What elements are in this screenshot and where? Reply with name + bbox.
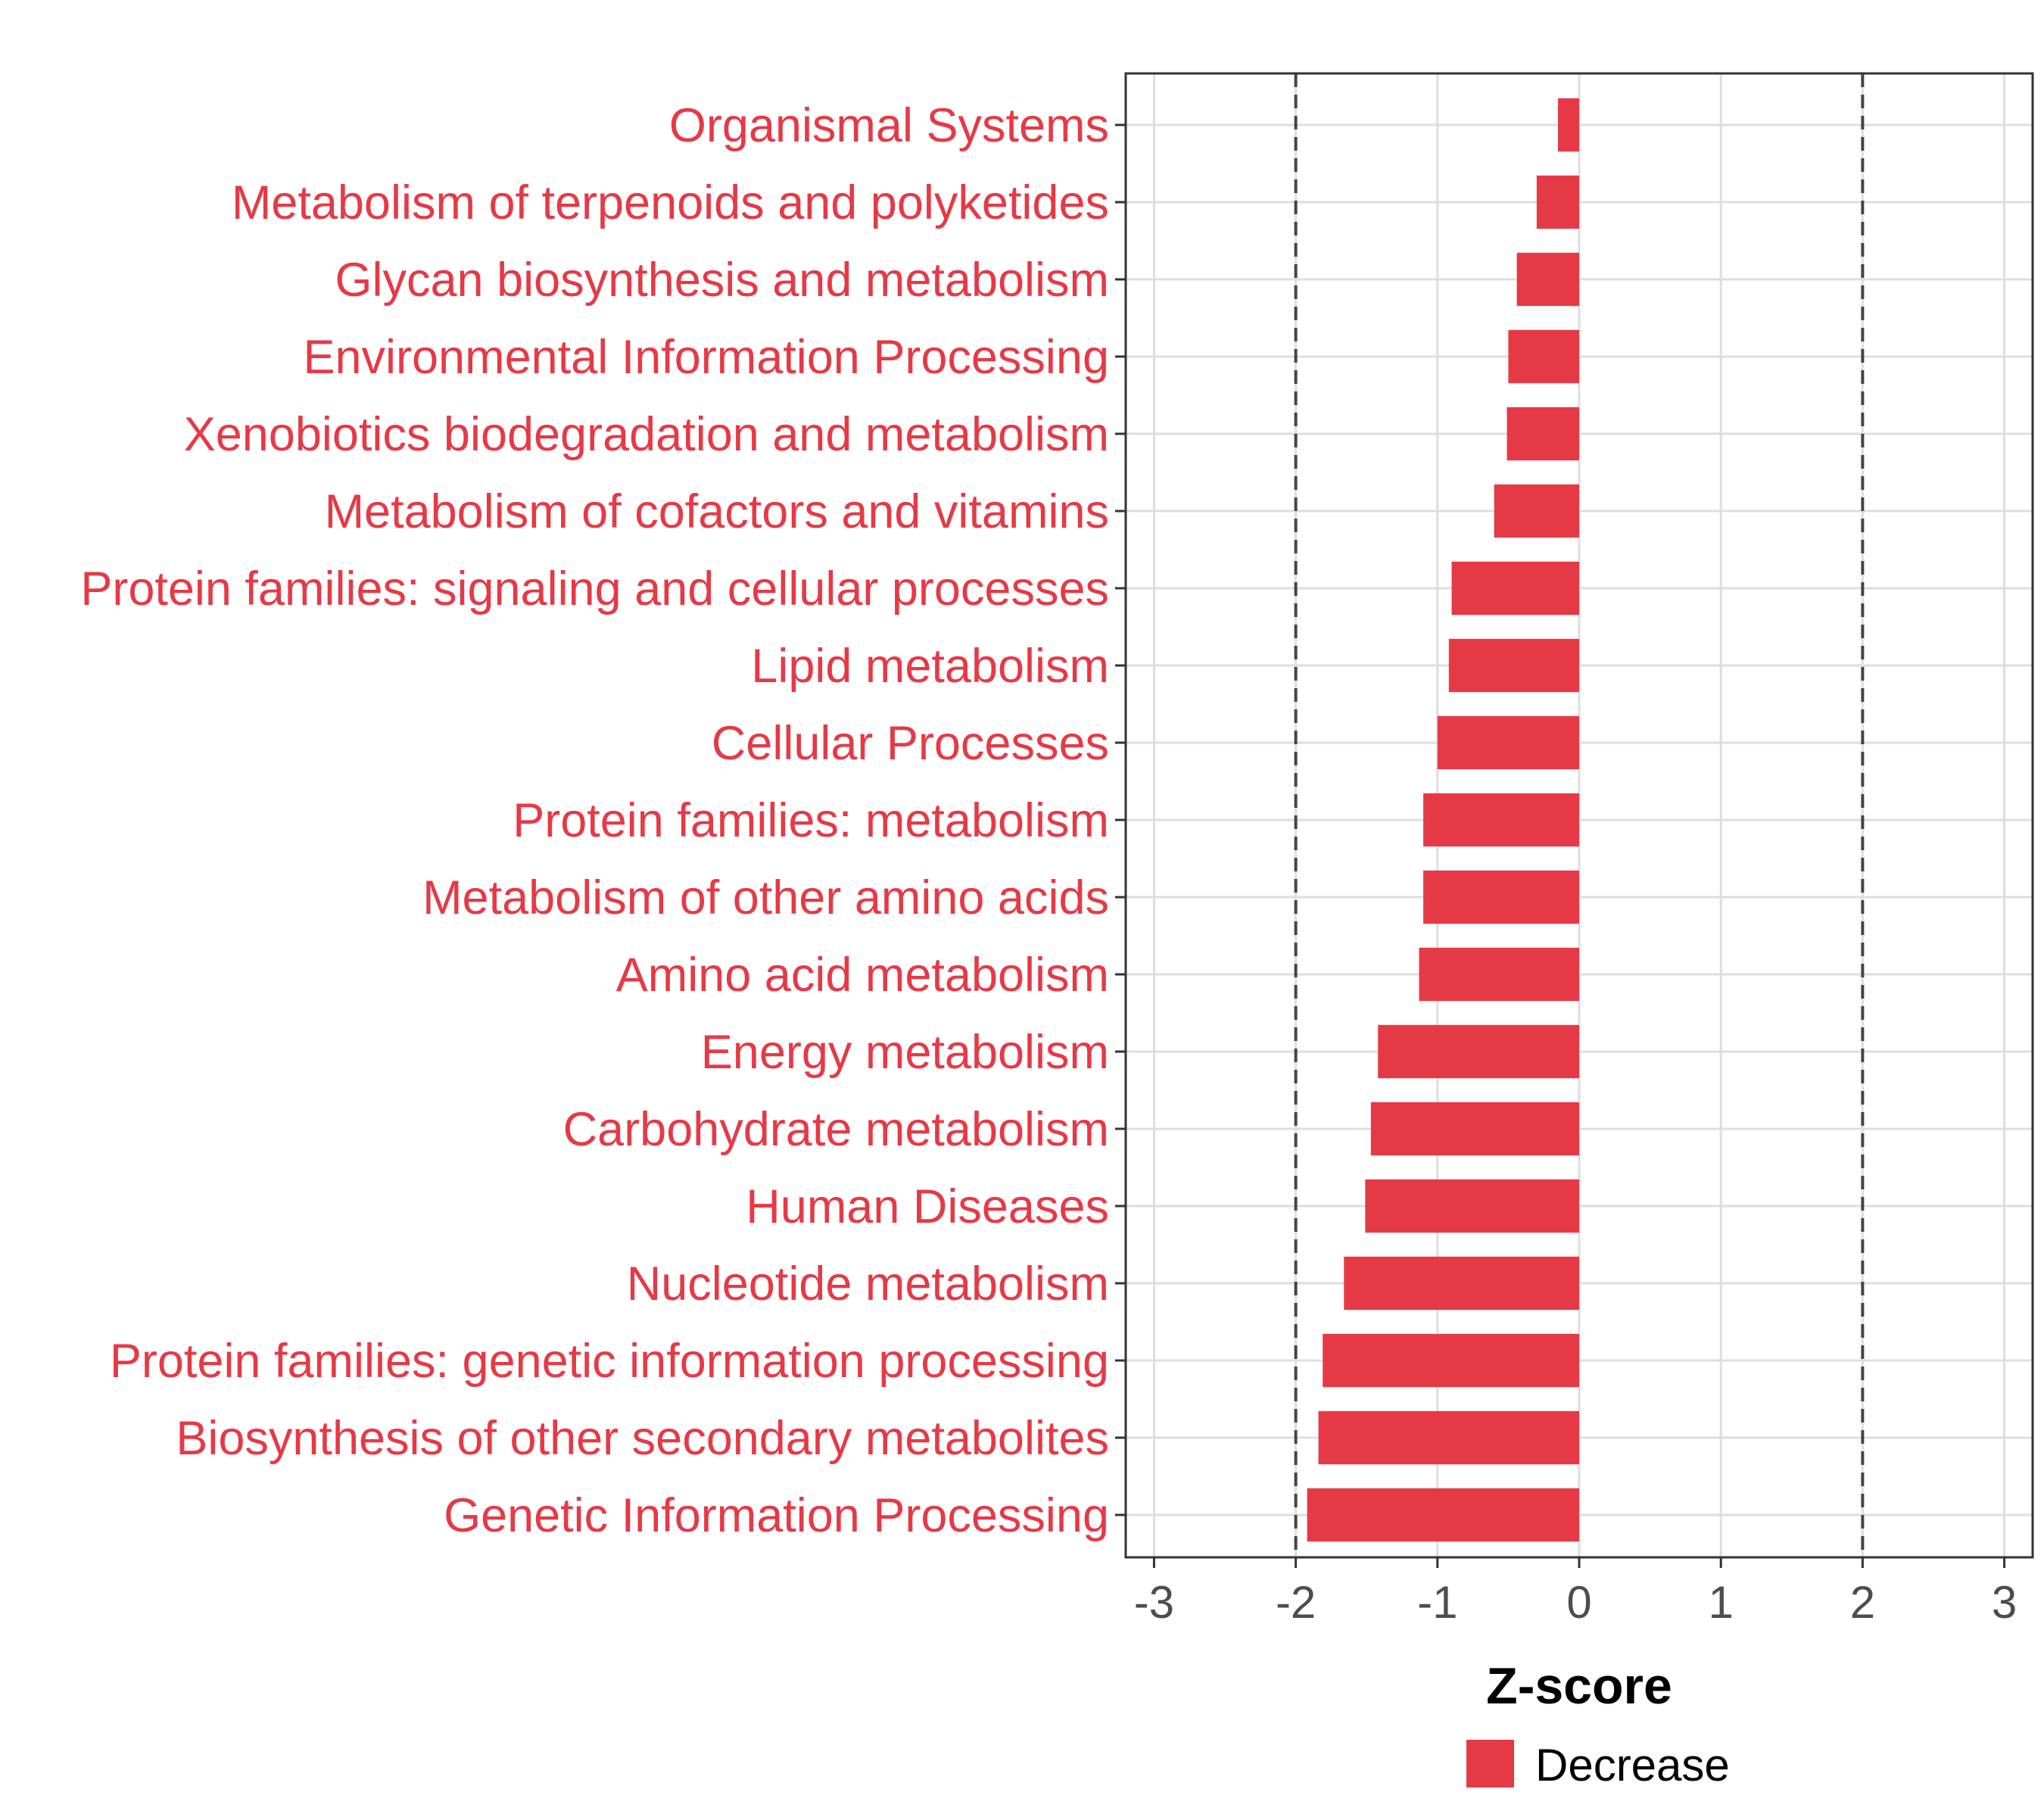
bar [1419,947,1579,1002]
x-tick-label: 0 [1566,1577,1591,1628]
category-label: Energy metabolism [701,1026,1109,1079]
reference-lines [1294,73,1865,1557]
bar [1437,715,1579,770]
x-tick-label: -2 [1276,1577,1316,1628]
category-label: Metabolism of other amino acids [422,871,1109,924]
bar [1378,1024,1579,1079]
bar [1365,1179,1579,1233]
category-label: Protein families: signaling and cellular… [80,563,1109,616]
bar [1507,407,1579,461]
bar [1370,1102,1579,1156]
bar [1344,1256,1579,1311]
category-label: Cellular Processes [712,717,1109,770]
category-label: Biosynthesis of other secondary metaboli… [176,1412,1109,1465]
x-tick-label: 1 [1709,1577,1734,1628]
legend: Decrease [1466,1740,1730,1791]
bar [1494,484,1579,538]
legend-label: Decrease [1535,1740,1730,1791]
x-tick-label: -1 [1417,1577,1457,1628]
bar [1423,793,1579,847]
category-label: Carbohydrate metabolism [563,1103,1109,1156]
bar [1508,329,1579,384]
category-label: Protein families: genetic information pr… [110,1335,1109,1388]
x-tick-label: 3 [1992,1577,2017,1628]
category-label: Genetic Information Processing [444,1489,1109,1542]
category-label: Xenobiotics biodegradation and metabolis… [184,408,1109,461]
bars [1307,98,1579,1542]
category-label: Organismal Systems [669,99,1109,152]
category-label: Metabolism of cofactors and vitamins [325,485,1109,538]
x-tick-label: 2 [1850,1577,1875,1628]
bar [1307,1488,1579,1542]
bar [1318,1410,1579,1465]
category-labels: Organismal Systems Metabolism of terpenoi… [80,99,1126,1542]
category-label: Protein families: metabolism [513,794,1109,847]
bar [1423,870,1579,924]
bar [1536,175,1579,229]
category-label: Human Diseases [746,1180,1109,1233]
category-label: Environmental Information Processing [303,331,1109,384]
x-axis-ticks: -3 -2 -1 0 1 2 3 [1134,1557,2017,1628]
bar [1323,1333,1579,1388]
bar [1448,638,1579,693]
category-label: Amino acid metabolism [616,949,1109,1002]
category-label: Glycan biosynthesis and metabolism [335,254,1110,307]
legend-key [1466,1740,1514,1787]
bar [1451,561,1579,616]
category-label: Nucleotide metabolism [627,1258,1109,1311]
x-tick-label: -3 [1134,1577,1174,1628]
category-label: Metabolism of terpenoids and polyketides [232,176,1109,229]
bar [1557,98,1579,152]
category-label: Lipid metabolism [751,640,1109,693]
bar [1516,252,1579,307]
x-axis-title: Z-score [1486,1657,1672,1715]
